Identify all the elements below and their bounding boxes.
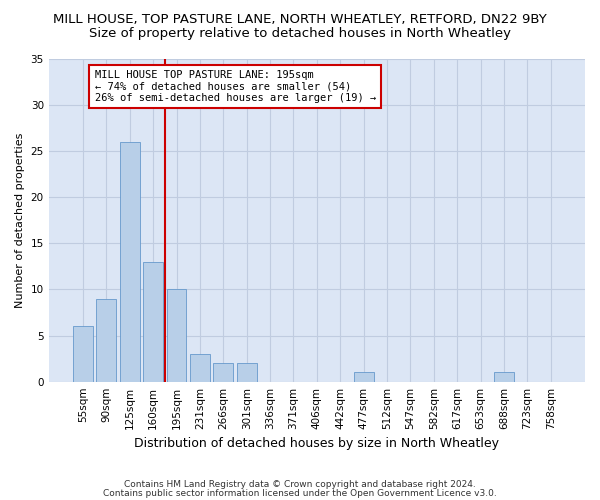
Bar [494,372,514,382]
Bar [190,354,210,382]
Y-axis label: Number of detached properties: Number of detached properties [15,132,25,308]
Bar [97,298,116,382]
Bar [73,326,93,382]
X-axis label: Distribution of detached houses by size in North Wheatley: Distribution of detached houses by size … [134,437,499,450]
Text: Size of property relative to detached houses in North Wheatley: Size of property relative to detached ho… [89,28,511,40]
Bar [143,262,163,382]
Bar [353,372,374,382]
Text: Contains public sector information licensed under the Open Government Licence v3: Contains public sector information licen… [103,488,497,498]
Text: Contains HM Land Registry data © Crown copyright and database right 2024.: Contains HM Land Registry data © Crown c… [124,480,476,489]
Text: MILL HOUSE, TOP PASTURE LANE, NORTH WHEATLEY, RETFORD, DN22 9BY: MILL HOUSE, TOP PASTURE LANE, NORTH WHEA… [53,12,547,26]
Bar [120,142,140,382]
Bar [237,363,257,382]
Text: MILL HOUSE TOP PASTURE LANE: 195sqm
← 74% of detached houses are smaller (54)
26: MILL HOUSE TOP PASTURE LANE: 195sqm ← 74… [95,70,376,103]
Bar [167,290,187,382]
Bar [214,363,233,382]
